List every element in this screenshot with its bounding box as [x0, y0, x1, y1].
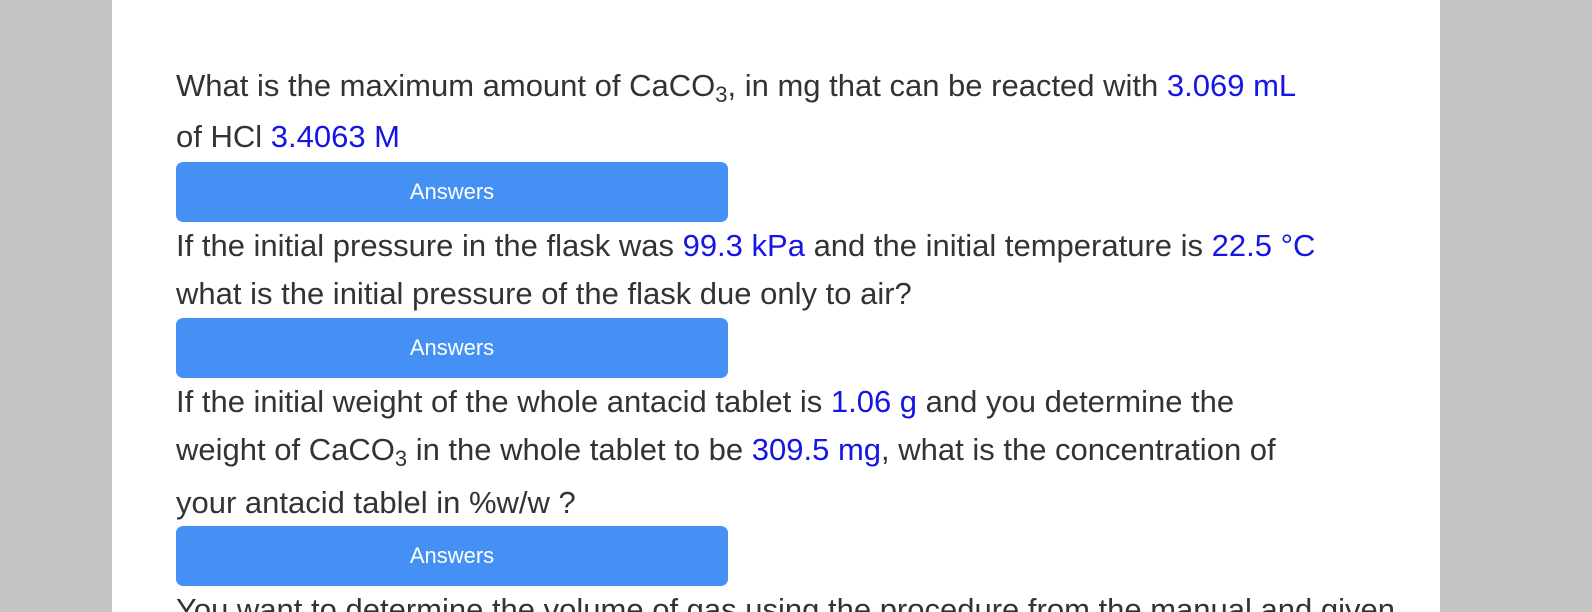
question-2: If the initial pressure in the flask was… [176, 222, 1315, 318]
question-3-text: If the initial weight of the whole antac… [176, 384, 831, 419]
question-3-subscript: 3 [394, 446, 408, 471]
answers-button-3[interactable]: Answers [176, 526, 728, 586]
question-2-line-2: what is the initial pressure of the flas… [176, 270, 1315, 318]
question-3-text: , what is the concentration of [881, 432, 1276, 467]
question-3: If the initial weight of the whole antac… [176, 378, 1276, 526]
question-3-text: your antacid tablel in %w/w ? [176, 485, 576, 520]
question-3-text: weight of CaCO [176, 432, 395, 467]
question-1-line-2: of HCl 3.4063 M [176, 112, 1296, 162]
question-3-line-2: weight of CaCO3 in the whole tablet to b… [176, 426, 1276, 474]
question-3-text: in the whole tablet to be [407, 432, 752, 467]
answers-button-1[interactable]: Answers [176, 162, 728, 222]
question-4: You want to determine the volume of gas … [176, 586, 1395, 612]
question-2-line-1: If the initial pressure in the flask was… [176, 222, 1315, 270]
question-3-tablet-weight-value: 1.06 g [830, 384, 918, 419]
question-1-text: , in mg that can be reacted with [727, 68, 1167, 103]
question-1-molarity-value: 3.4063 M [270, 119, 401, 154]
answers-button-2[interactable]: Answers [176, 318, 728, 378]
question-2-temperature-value: 22.5 °C [1211, 228, 1316, 263]
question-1-text: What is the maximum amount of CaCO [176, 68, 716, 103]
question-2-text: what is the initial pressure of the flas… [176, 276, 912, 311]
question-2-pressure-value: 99.3 kPa [682, 228, 805, 263]
question-3-caco3-weight-value: 309.5 mg [751, 432, 882, 467]
question-1-volume-value: 3.069 mL [1166, 68, 1297, 103]
question-3-text: and you determine the [917, 384, 1235, 419]
question-3-line-1: If the initial weight of the whole antac… [176, 378, 1276, 426]
question-3-line-3: your antacid tablel in %w/w ? [176, 474, 1276, 526]
question-1-subscript: 3 [715, 82, 728, 107]
question-1-text: of HCl [176, 119, 271, 154]
question-1-line-1: What is the maximum amount of CaCO3, in … [176, 60, 1296, 112]
question-1: What is the maximum amount of CaCO3, in … [176, 60, 1296, 162]
question-2-text: If the initial pressure in the flask was [176, 228, 683, 263]
question-4-text: You want to determine the volume of gas … [176, 592, 1395, 612]
question-2-text: and the initial temperature is [804, 228, 1212, 263]
page-sheet: What is the maximum amount of CaCO3, in … [112, 0, 1440, 612]
question-4-line-1: You want to determine the volume of gas … [176, 586, 1395, 612]
